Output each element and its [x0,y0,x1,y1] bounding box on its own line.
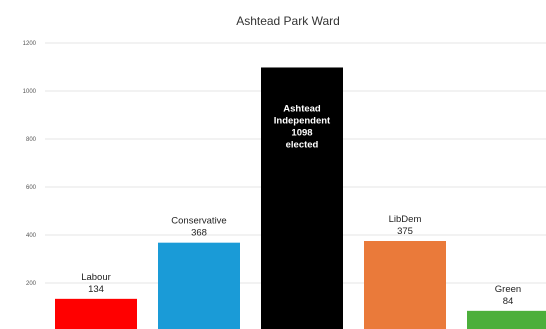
bar [261,67,343,329]
y-axis: 020040060080010001200 [23,41,37,287]
data-label: Labour [81,272,111,283]
y-tick-label: 400 [26,233,37,239]
y-tick-label: 600 [26,185,37,191]
bar [364,241,446,329]
chart-title: Ashtead Park Ward [236,14,340,28]
data-label: LibDem [389,214,422,225]
data-label: Conservative [171,216,226,227]
y-tick-label: 800 [26,137,37,143]
data-label: 1098 [291,127,312,138]
data-label: Ashtead [283,103,321,114]
data-label: 84 [503,296,514,307]
bar [55,298,137,329]
bar [158,242,240,329]
data-label: Independent [274,115,331,126]
data-label: 134 [88,284,104,295]
data-label: 375 [397,226,413,237]
y-tick-label: 1200 [23,41,37,47]
data-label: elected [286,139,319,150]
y-tick-label: 1000 [23,89,37,95]
data-label: Green [495,284,521,295]
bar [467,310,546,329]
data-label: 368 [191,228,207,239]
y-tick-label: 200 [26,281,37,287]
bars [55,67,546,329]
